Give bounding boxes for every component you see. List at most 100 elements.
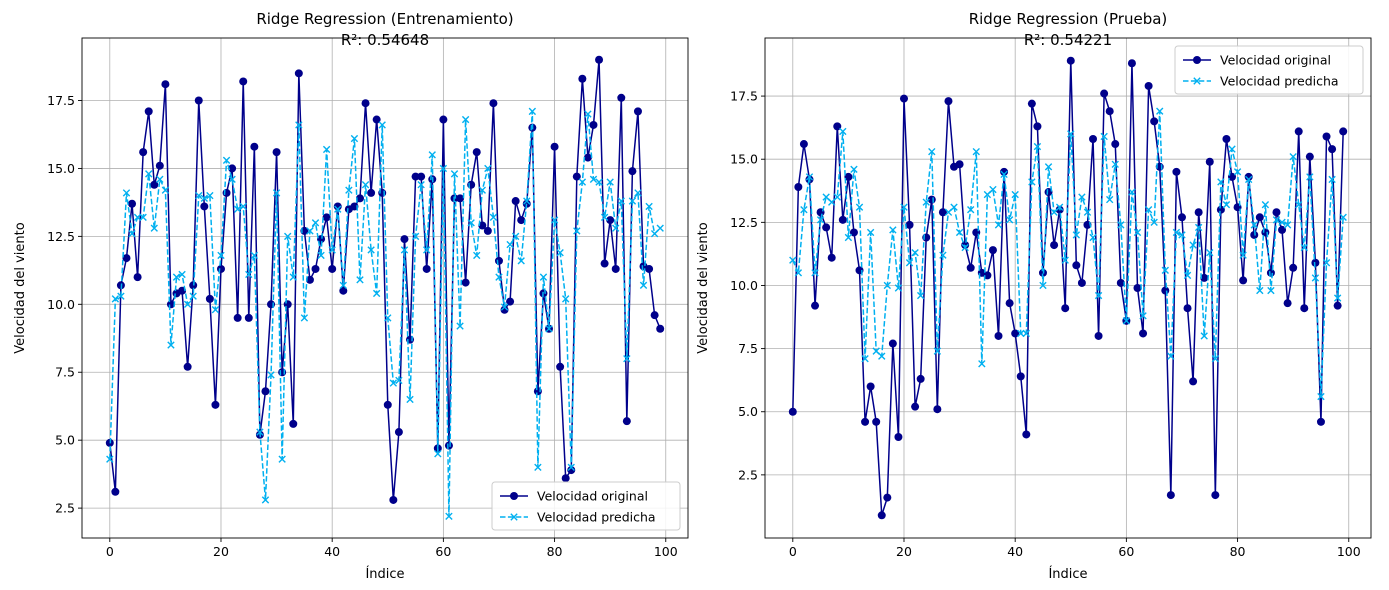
data-point: [1050, 241, 1059, 250]
data-point: [788, 407, 797, 416]
data-point: [589, 120, 598, 129]
chart-2: 0 20 40 60 80 100 2.5 5.0 7.5 10.0 12.5 15.0 17.5 Índ…: [696, 10, 1372, 582]
x-tick-label: 80: [1230, 544, 1246, 559]
data-point: [1206, 248, 1214, 257]
data-point: [1189, 377, 1198, 386]
data-point: [617, 93, 626, 102]
data-point: [1205, 157, 1214, 166]
data-point: [900, 203, 908, 211]
data-point: [1150, 218, 1158, 227]
data-point: [1072, 231, 1081, 239]
data-point: [1139, 329, 1148, 338]
data-point: [878, 352, 886, 360]
data-point: [972, 147, 980, 156]
data-point: [272, 148, 281, 157]
data-point: [600, 213, 609, 222]
x-tick-label: 60: [435, 544, 451, 559]
y-tick-label: 12.5: [47, 229, 75, 244]
data-point: [222, 188, 231, 197]
data-point: [833, 193, 841, 201]
data-point: [1172, 167, 1181, 176]
data-point: [522, 199, 531, 208]
data-point: [1144, 206, 1153, 214]
data-point: [155, 161, 164, 170]
data-point: [994, 331, 1003, 340]
data-point: [122, 189, 131, 197]
data-point: [967, 206, 975, 214]
data-point: [827, 253, 836, 262]
data-point: [811, 301, 820, 310]
data-point: [1166, 491, 1175, 500]
data-point: [217, 251, 225, 260]
data-point: [467, 219, 475, 227]
data-point: [922, 198, 930, 206]
plot-area: [765, 38, 1371, 538]
data-point: [311, 219, 320, 227]
data-point: [877, 511, 886, 520]
data-point: [539, 273, 548, 281]
data-point: [1222, 200, 1231, 209]
data-point: [528, 107, 537, 116]
data-point: [938, 208, 947, 217]
data-point: [133, 213, 142, 222]
data-point: [272, 189, 281, 197]
data-point: [183, 300, 192, 308]
data-point: [567, 463, 575, 472]
data-point: [916, 291, 925, 300]
data-point: [1172, 228, 1181, 237]
data-point: [623, 354, 631, 363]
chart-title: Ridge Regression (Entrenamiento): [256, 10, 513, 28]
data-point: [612, 224, 620, 232]
data-point: [1333, 301, 1342, 310]
data-point: [456, 194, 465, 203]
data-point: [333, 202, 342, 211]
data-point: [106, 455, 114, 463]
data-point: [1266, 268, 1275, 277]
y-tick-label: 12.5: [730, 215, 758, 230]
data-point: [1311, 274, 1320, 282]
data-point: [261, 496, 270, 504]
data-point: [161, 186, 170, 194]
data-point: [1128, 188, 1136, 196]
data-point: [122, 254, 131, 263]
data-point: [355, 194, 364, 203]
x-tick-label: 60: [1118, 544, 1134, 559]
data-point: [517, 216, 526, 225]
data-point: [561, 295, 570, 303]
data-point: [1072, 261, 1081, 270]
data-point: [1066, 56, 1075, 65]
x-tick-label: 20: [896, 544, 912, 559]
data-point: [583, 153, 592, 162]
data-point: [905, 259, 914, 267]
data-point: [1016, 372, 1025, 381]
x-tick-label: 20: [213, 544, 229, 559]
data-point: [794, 269, 803, 277]
data-point: [156, 175, 164, 183]
data-point: [283, 300, 292, 309]
data-point: [461, 278, 470, 287]
data-point: [1328, 145, 1337, 154]
data-point: [456, 322, 464, 330]
data-point: [445, 512, 453, 520]
data-point: [428, 151, 436, 159]
data-point: [345, 186, 353, 194]
data-point: [211, 400, 220, 409]
data-point: [1183, 304, 1192, 313]
data-point: [1250, 221, 1258, 229]
data-point: [1017, 329, 1025, 338]
data-point: [1311, 258, 1320, 267]
x-tick-label: 0: [106, 544, 114, 559]
data-point: [1255, 213, 1264, 222]
data-point: [239, 202, 247, 211]
data-point: [189, 292, 197, 300]
data-point: [556, 248, 564, 257]
data-point: [361, 181, 370, 189]
data-point: [1083, 208, 1092, 216]
data-point: [300, 314, 309, 322]
data-point: [978, 360, 986, 368]
data-point: [200, 202, 209, 211]
data-point: [1306, 173, 1314, 181]
data-point: [1133, 284, 1142, 292]
series-predicha: [106, 107, 664, 520]
data-point: [883, 493, 892, 502]
